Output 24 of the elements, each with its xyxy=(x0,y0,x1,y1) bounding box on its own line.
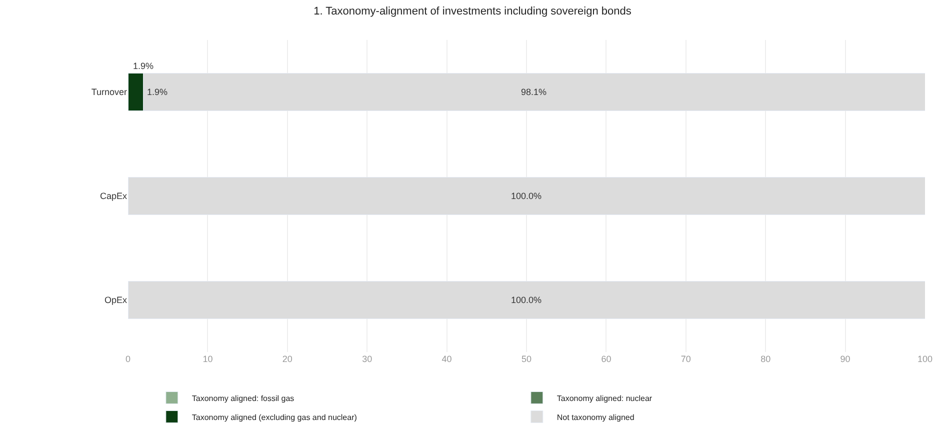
x-tick-label: 40 xyxy=(442,354,452,364)
y-tick-label: OpEx xyxy=(104,295,128,306)
data-label: 1.9% xyxy=(147,87,168,97)
x-tick-label: 10 xyxy=(202,354,213,364)
y-tick-label: Turnover xyxy=(91,87,127,98)
y-tick-label: CapEx xyxy=(100,191,128,202)
x-tick-label: 60 xyxy=(601,354,612,364)
x-tick-label: 70 xyxy=(680,354,691,364)
legend-label: Not taxonomy aligned xyxy=(556,412,634,422)
data-label: 98.1% xyxy=(521,87,547,97)
annotation: 1.9% xyxy=(133,61,154,71)
legend-label: Taxonomy aligned (excluding gas and nuclear) xyxy=(192,412,358,422)
data-label: 100.0% xyxy=(511,191,542,201)
x-tick-label: 20 xyxy=(282,354,292,364)
x-tick-label: 30 xyxy=(362,354,372,364)
x-tick-label: 0 xyxy=(125,354,131,364)
data-label: 100.0% xyxy=(511,295,542,305)
x-tick-label: 80 xyxy=(760,354,771,364)
x-tick-label: 100 xyxy=(917,354,933,364)
x-tick-label: 50 xyxy=(521,354,532,364)
legend-label: Taxonomy aligned: fossil gas xyxy=(192,394,294,403)
legend-label: Taxonomy aligned: nuclear xyxy=(556,394,652,403)
x-tick-label: 90 xyxy=(840,354,850,364)
chart-title: 1. Taxonomy-alignment of investments including sovereign bonds xyxy=(314,5,632,18)
